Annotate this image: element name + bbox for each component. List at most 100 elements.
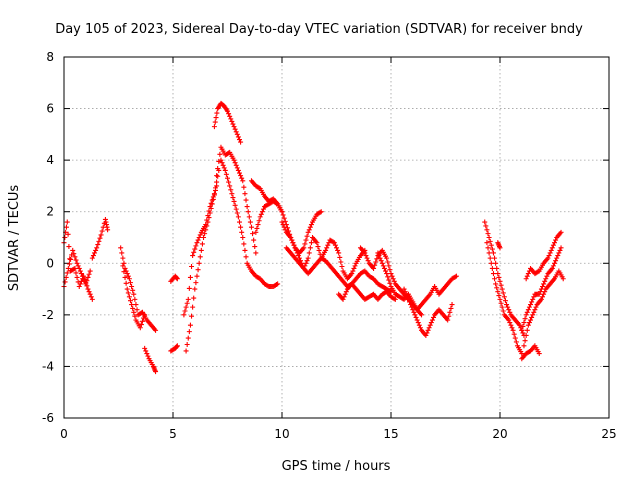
data-point bbox=[306, 227, 312, 233]
data-point bbox=[124, 271, 130, 277]
data-point bbox=[338, 259, 344, 265]
data-point bbox=[71, 251, 77, 257]
data-point bbox=[232, 160, 238, 166]
data-point bbox=[230, 195, 236, 201]
data-point bbox=[234, 131, 240, 137]
data-point bbox=[505, 304, 511, 310]
data-point bbox=[66, 244, 72, 250]
axis-ticks bbox=[63, 56, 610, 419]
data-point bbox=[510, 327, 516, 333]
data-point bbox=[260, 206, 266, 212]
series-a1 bbox=[61, 219, 95, 302]
data-point bbox=[542, 289, 548, 295]
data-point bbox=[120, 255, 126, 261]
data-point bbox=[198, 247, 204, 253]
data-point bbox=[196, 235, 202, 240]
data-point bbox=[307, 224, 313, 230]
data-point bbox=[77, 268, 83, 274]
data-point bbox=[531, 294, 537, 300]
data-point bbox=[429, 317, 435, 323]
data-point bbox=[521, 343, 527, 349]
data-point bbox=[221, 165, 227, 171]
data-point bbox=[519, 351, 525, 357]
series-j bbox=[253, 198, 324, 256]
data-point bbox=[193, 280, 199, 286]
data-point bbox=[134, 307, 140, 313]
data-point bbox=[292, 245, 298, 251]
data-point bbox=[411, 309, 417, 315]
x-tick-label: 5 bbox=[169, 427, 177, 441]
data-point bbox=[275, 281, 281, 287]
data-point bbox=[214, 110, 220, 116]
data-point bbox=[208, 200, 214, 206]
data-point bbox=[486, 250, 492, 256]
x-tick-label: 15 bbox=[383, 427, 398, 441]
data-point bbox=[488, 260, 494, 266]
data-point bbox=[410, 307, 416, 313]
data-point bbox=[554, 255, 560, 261]
data-point bbox=[189, 313, 195, 319]
data-point bbox=[122, 265, 128, 271]
data-point bbox=[99, 228, 105, 234]
data-point bbox=[349, 271, 355, 277]
data-point bbox=[521, 320, 527, 326]
data-point bbox=[139, 318, 145, 324]
data-point bbox=[495, 271, 501, 277]
data-point bbox=[540, 294, 546, 300]
data-point bbox=[517, 322, 523, 328]
data-point bbox=[486, 235, 492, 240]
data-point bbox=[365, 258, 371, 264]
data-point bbox=[372, 262, 378, 268]
data-point bbox=[541, 281, 547, 287]
data-point bbox=[241, 241, 247, 247]
data-point bbox=[89, 255, 95, 261]
data-point bbox=[489, 246, 495, 252]
data-point bbox=[525, 307, 531, 313]
data-point bbox=[231, 198, 237, 204]
data-point bbox=[88, 294, 94, 300]
data-point bbox=[494, 285, 500, 291]
data-point bbox=[255, 222, 261, 228]
data-point bbox=[65, 265, 71, 271]
data-point bbox=[196, 260, 202, 266]
data-point bbox=[446, 313, 452, 319]
data-point bbox=[428, 320, 434, 326]
data-point bbox=[405, 296, 411, 302]
data-point bbox=[72, 265, 78, 271]
data-point bbox=[373, 259, 379, 265]
data-point bbox=[391, 278, 397, 284]
x-tick-label: 25 bbox=[601, 427, 616, 441]
data-point bbox=[235, 134, 241, 140]
series-a2 bbox=[61, 247, 93, 289]
data-point bbox=[448, 305, 454, 311]
data-point bbox=[341, 294, 347, 300]
data-point bbox=[234, 165, 240, 171]
data-point bbox=[282, 218, 288, 224]
data-point bbox=[202, 231, 208, 237]
data-point bbox=[549, 265, 555, 271]
data-point bbox=[343, 289, 349, 295]
data-point bbox=[378, 258, 384, 264]
series-d2 bbox=[168, 273, 180, 284]
data-point bbox=[558, 229, 564, 235]
data-point bbox=[186, 285, 192, 291]
data-point bbox=[497, 278, 503, 284]
data-point bbox=[211, 191, 217, 197]
data-point bbox=[452, 274, 458, 280]
data-point bbox=[84, 278, 90, 284]
data-point bbox=[77, 281, 83, 287]
data-point bbox=[526, 304, 532, 310]
data-point bbox=[536, 351, 542, 357]
data-point bbox=[75, 263, 81, 269]
data-point bbox=[76, 283, 82, 289]
data-point bbox=[229, 191, 235, 197]
data-point bbox=[252, 244, 258, 250]
data-point bbox=[387, 267, 393, 273]
data-point bbox=[449, 302, 455, 308]
data-point bbox=[525, 271, 531, 277]
data-point bbox=[256, 218, 262, 224]
data-point bbox=[560, 276, 566, 282]
y-tick-label: -6 bbox=[42, 411, 54, 425]
data-point bbox=[246, 214, 252, 220]
data-point bbox=[125, 273, 131, 279]
